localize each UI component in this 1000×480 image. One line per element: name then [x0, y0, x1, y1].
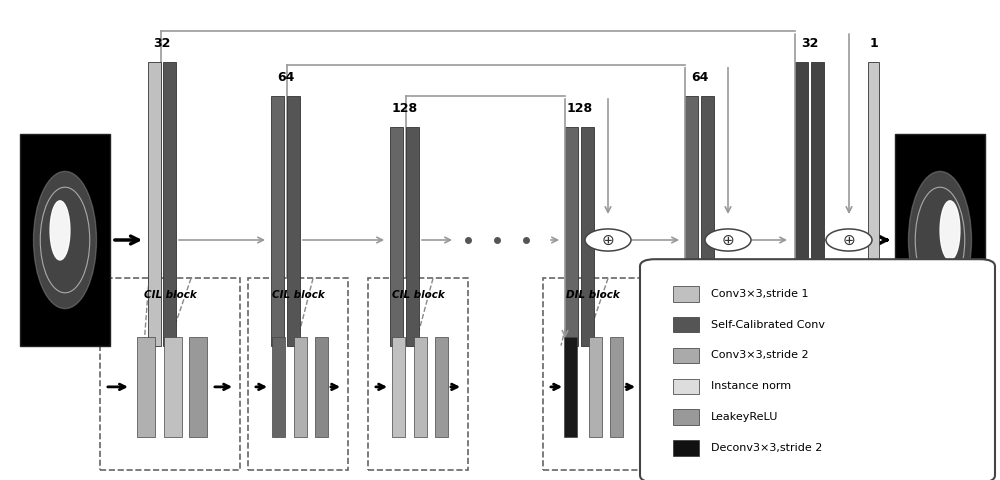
Text: Conv3×3,stride 1: Conv3×3,stride 1 — [711, 289, 809, 299]
Bar — [673, 379, 699, 394]
Text: Instance norm: Instance norm — [711, 381, 791, 391]
Bar — [673, 440, 699, 456]
Text: ⊕: ⊕ — [722, 232, 734, 248]
Bar — [701, 96, 714, 346]
Bar — [20, 134, 110, 346]
FancyBboxPatch shape — [248, 278, 348, 470]
Text: 128: 128 — [566, 102, 593, 115]
Text: 1: 1 — [869, 37, 878, 50]
Bar — [581, 127, 594, 346]
Ellipse shape — [909, 171, 972, 309]
Text: LeakeyReLU: LeakeyReLU — [711, 412, 778, 422]
Bar — [164, 337, 182, 437]
Text: ⊕: ⊕ — [602, 232, 614, 248]
FancyBboxPatch shape — [368, 278, 468, 470]
Bar — [565, 127, 578, 346]
Bar — [811, 62, 824, 346]
Bar — [314, 337, 328, 437]
Text: Deconv3×3,stride 2: Deconv3×3,stride 2 — [711, 443, 822, 453]
Bar — [610, 337, 622, 437]
Text: 128: 128 — [391, 102, 418, 115]
Bar — [137, 337, 155, 437]
Ellipse shape — [34, 171, 96, 309]
Bar — [163, 62, 176, 346]
Text: 64: 64 — [277, 71, 294, 84]
Ellipse shape — [50, 201, 70, 260]
Bar — [406, 127, 419, 346]
Text: 64: 64 — [691, 71, 708, 84]
Bar — [685, 96, 698, 346]
Circle shape — [705, 229, 751, 251]
Bar — [868, 62, 879, 346]
Bar — [189, 337, 207, 437]
Text: Conv3×3,stride 2: Conv3×3,stride 2 — [711, 350, 809, 360]
Bar — [294, 337, 306, 437]
FancyBboxPatch shape — [100, 278, 240, 470]
Bar — [895, 134, 985, 346]
Text: DIL block: DIL block — [566, 290, 620, 300]
Text: 32: 32 — [153, 37, 171, 50]
Circle shape — [585, 229, 631, 251]
Bar — [795, 62, 808, 346]
Bar — [434, 337, 448, 437]
Bar — [287, 96, 300, 346]
Bar — [148, 62, 161, 346]
Text: Self-Calibrated Conv: Self-Calibrated Conv — [711, 320, 825, 330]
Bar — [390, 127, 403, 346]
Bar — [589, 337, 602, 437]
Bar — [272, 337, 285, 437]
Text: 32: 32 — [801, 37, 818, 50]
Bar — [271, 96, 284, 346]
FancyBboxPatch shape — [640, 259, 995, 480]
Bar — [673, 409, 699, 425]
Bar — [564, 337, 577, 437]
Text: CIL block: CIL block — [392, 290, 444, 300]
Circle shape — [826, 229, 872, 251]
Text: CIL block: CIL block — [272, 290, 324, 300]
Bar — [392, 337, 404, 437]
Bar — [673, 348, 699, 363]
Text: ⊕: ⊕ — [843, 232, 855, 248]
Bar — [414, 337, 426, 437]
Text: CIL block: CIL block — [144, 290, 196, 300]
Ellipse shape — [940, 201, 960, 260]
Bar — [673, 317, 699, 332]
Bar — [673, 286, 699, 301]
FancyBboxPatch shape — [543, 278, 643, 470]
